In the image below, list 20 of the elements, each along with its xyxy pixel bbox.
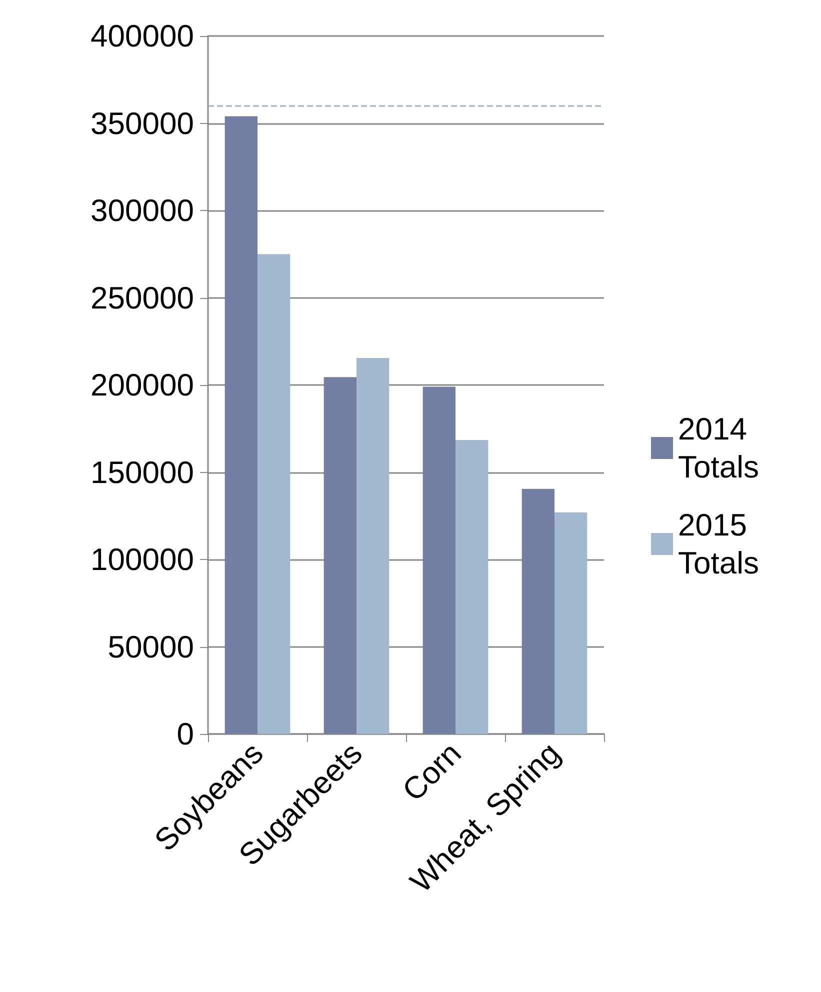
y-tick-label: 300000: [90, 193, 194, 228]
legend-label: 2015 Totals: [678, 508, 759, 580]
bar: [456, 440, 488, 734]
bar: [258, 254, 290, 734]
y-tick-label: 50000: [108, 629, 194, 664]
y-tick-label: 200000: [90, 368, 194, 402]
bar: [554, 512, 588, 734]
y-tick-label: 400000: [90, 18, 194, 54]
bar: [224, 116, 258, 734]
y-tick-label: 0: [176, 716, 194, 752]
legend-label: 2014 Totals: [678, 412, 759, 484]
bar: [422, 386, 456, 734]
y-tick-label: 250000: [90, 280, 194, 316]
y-tick-label: 100000: [90, 542, 194, 577]
y-tick-label: 350000: [90, 106, 194, 141]
bar: [522, 488, 554, 734]
y-tick-label: 150000: [90, 454, 194, 490]
x-tick-label: Corn: [396, 736, 468, 808]
bar: [324, 377, 356, 734]
bar: [356, 358, 390, 734]
